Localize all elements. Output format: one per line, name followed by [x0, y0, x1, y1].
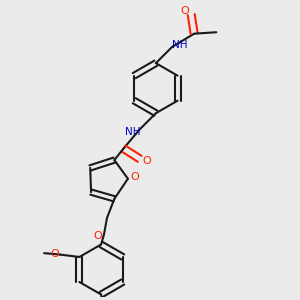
Text: O: O [143, 156, 152, 166]
Text: NH: NH [172, 40, 187, 50]
Text: NH: NH [124, 127, 140, 137]
Text: O: O [93, 231, 102, 241]
Text: O: O [51, 249, 59, 259]
Text: O: O [130, 172, 139, 182]
Text: O: O [180, 6, 189, 16]
